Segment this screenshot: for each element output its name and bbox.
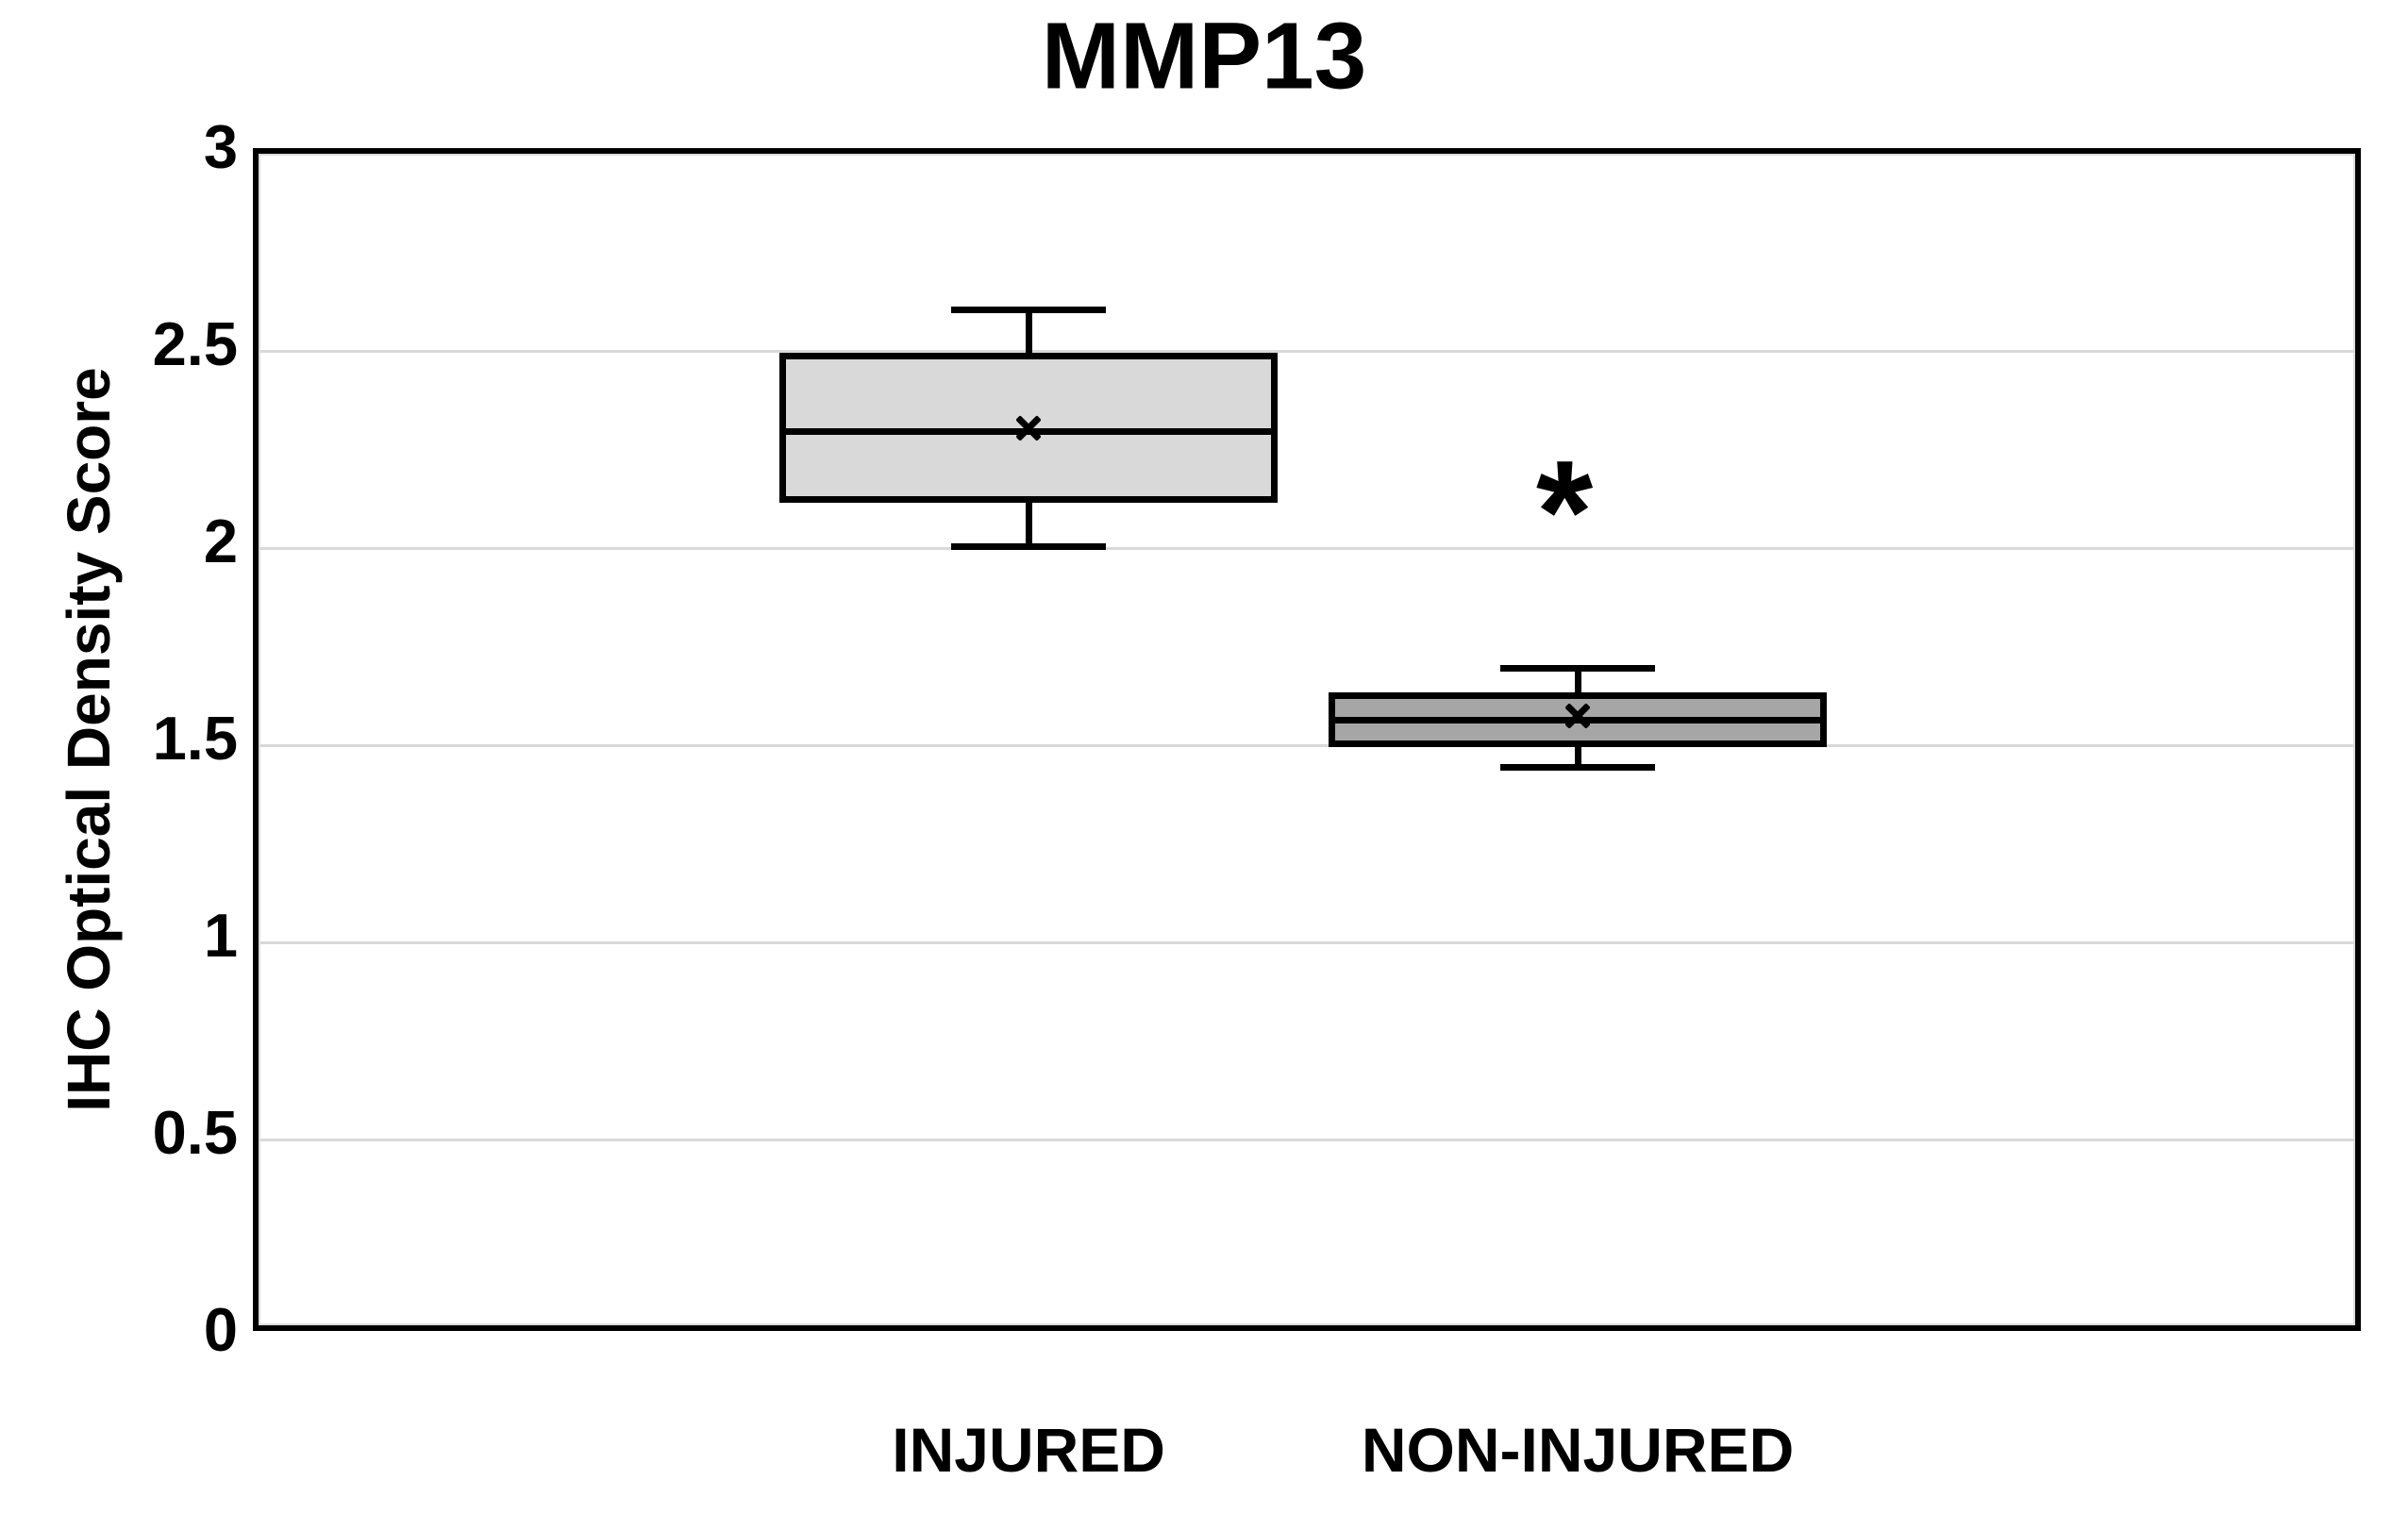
upper-whisker-injured bbox=[1025, 309, 1032, 354]
y-tick-label-2: 2 bbox=[203, 507, 238, 575]
x-category-label-non-injured: NON-INJURED bbox=[1361, 1415, 1795, 1485]
upper-whisker-cap-non-injured bbox=[1500, 665, 1656, 673]
lower-whisker-cap-injured bbox=[951, 542, 1107, 550]
y-tick-label-1: 1 bbox=[203, 901, 238, 970]
y-tick-label-2.5: 2.5 bbox=[152, 309, 238, 378]
upper-whisker-cap-injured bbox=[951, 306, 1107, 313]
gridline-2 bbox=[259, 546, 2355, 550]
chart-title: MMP13 bbox=[1041, 3, 1367, 109]
mean-marker-non-injured bbox=[1564, 702, 1592, 730]
y-tick-label-0.5: 0.5 bbox=[152, 1098, 238, 1167]
gridline-2.5 bbox=[259, 349, 2355, 353]
gridline-1.5 bbox=[259, 743, 2355, 747]
y-tick-label-1.5: 1.5 bbox=[152, 704, 238, 773]
gridline-1 bbox=[259, 940, 2355, 944]
y-tick-label-0: 0 bbox=[203, 1295, 238, 1364]
plot-area bbox=[253, 148, 2361, 1331]
y-tick-label-3: 3 bbox=[203, 112, 238, 181]
significance-asterisk: * bbox=[1535, 430, 1594, 594]
lower-whisker-cap-non-injured bbox=[1500, 763, 1656, 771]
lower-whisker-injured bbox=[1025, 503, 1032, 547]
gridline-0.5 bbox=[259, 1138, 2355, 1141]
lower-whisker-non-injured bbox=[1574, 747, 1581, 768]
upper-whisker-non-injured bbox=[1574, 668, 1581, 692]
x-category-label-injured: INJURED bbox=[892, 1415, 1165, 1485]
mean-marker-injured bbox=[1014, 414, 1043, 442]
